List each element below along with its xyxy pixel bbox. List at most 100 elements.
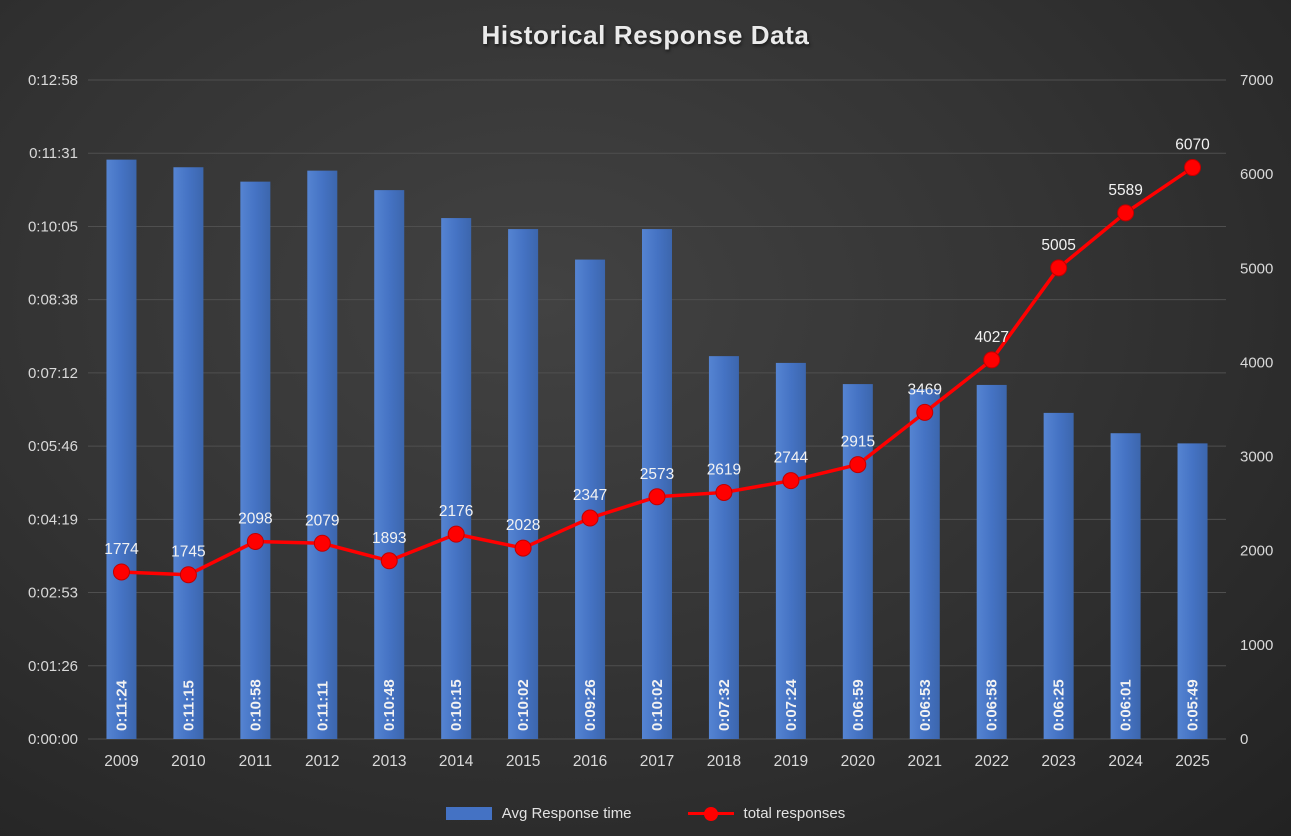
legend-line-series-label: total responses — [743, 805, 846, 822]
bar-value-label: 0:07:24 — [783, 679, 800, 731]
bar-value-label: 0:06:01 — [1118, 679, 1135, 731]
right-axis-tick-label: 3000 — [1240, 449, 1273, 466]
left-axis-tick-label: 0:02:53 — [28, 585, 78, 602]
point-value-label: 1893 — [372, 530, 406, 547]
bar — [909, 389, 940, 739]
bar — [575, 259, 606, 739]
point-value-label: 2915 — [841, 434, 875, 451]
bar-value-label: 0:11:11 — [314, 681, 331, 731]
line-marker — [581, 509, 599, 527]
right-axis-tick-label: 6000 — [1240, 166, 1273, 183]
chart-title: Historical Response Data — [481, 20, 810, 50]
bar-value-label: 0:10:15 — [448, 679, 465, 731]
line-marker — [514, 539, 532, 557]
left-axis-tick-label: 0:05:46 — [28, 438, 78, 455]
legend-bar-series-label: Avg Response time — [501, 805, 632, 822]
bar-value-label: 0:10:48 — [381, 679, 398, 731]
point-value-label: 2028 — [506, 517, 540, 534]
left-axis-tick-label: 0:00:00 — [28, 731, 78, 748]
line-series-swatch — [687, 806, 734, 821]
point-value-label: 2176 — [439, 503, 473, 520]
point-value-label: 2098 — [238, 510, 272, 527]
point-value-label: 1774 — [104, 541, 139, 558]
bar-value-label: 0:06:25 — [1051, 679, 1068, 731]
line-marker — [1184, 159, 1202, 177]
bar — [708, 356, 739, 739]
point-value-label: 2573 — [640, 466, 674, 483]
bar — [976, 384, 1007, 739]
bar-value-label: 0:07:32 — [716, 679, 733, 731]
x-axis-label: 2016 — [573, 753, 607, 770]
left-axis-tick-label: 0:11:31 — [29, 145, 78, 162]
left-axis-tick-label: 0:01:26 — [28, 658, 78, 675]
bar — [374, 190, 405, 740]
point-value-label: 1745 — [171, 544, 205, 561]
x-axis-label: 2013 — [372, 753, 406, 770]
line-marker — [380, 552, 398, 570]
line-marker — [1050, 259, 1068, 277]
bar — [775, 362, 806, 739]
right-axis-tick-label: 4000 — [1240, 354, 1273, 371]
right-axis-tick-label: 7000 — [1240, 72, 1273, 89]
line-marker — [313, 534, 331, 552]
line-marker — [782, 472, 800, 490]
bar-value-label: 0:11:15 — [180, 680, 197, 731]
point-value-label: 2619 — [707, 461, 741, 478]
line-swatch-marker-icon — [703, 806, 718, 821]
bar — [642, 229, 672, 739]
left-axis-tick-label: 0:08:38 — [28, 292, 78, 309]
x-axis-label: 2011 — [239, 753, 272, 770]
legend-item-bar-series: Avg Response time — [445, 805, 632, 822]
x-axis-label: 2010 — [171, 753, 206, 770]
point-value-label: 3469 — [908, 381, 942, 398]
line-marker — [246, 532, 264, 550]
left-axis-tick-label: 0:10:05 — [28, 218, 78, 235]
point-value-label: 4027 — [974, 329, 1008, 346]
x-axis-label: 2014 — [439, 753, 474, 770]
line-marker — [447, 525, 465, 543]
x-axis-label: 2020 — [841, 753, 876, 770]
line-marker — [983, 351, 1001, 369]
right-axis-tick-label: 0 — [1240, 731, 1248, 748]
bar — [240, 181, 271, 739]
x-axis-label: 2012 — [305, 753, 339, 770]
line-marker — [916, 403, 934, 421]
point-value-label: 5005 — [1041, 237, 1075, 254]
line-marker — [112, 563, 130, 581]
line-series — [112, 159, 1202, 584]
bar — [1110, 433, 1141, 739]
bar — [441, 218, 472, 740]
x-axis-label: 2019 — [774, 753, 808, 770]
bar-series — [106, 159, 1208, 740]
right-axis-tick-label: 2000 — [1240, 543, 1273, 560]
line-marker — [648, 488, 666, 506]
bar — [307, 170, 338, 740]
right-axis-tick-label: 5000 — [1240, 260, 1273, 277]
bar-value-label: 0:09:26 — [582, 679, 599, 731]
point-value-label: 5589 — [1108, 182, 1142, 199]
line-marker — [1117, 204, 1135, 222]
axis-labels: 0:00:00 0:01:26 0:02:53 0:04:19 0:05:46 0:07:… — [28, 72, 1273, 770]
x-axis-label: 2017 — [640, 753, 674, 770]
x-axis-label: 2018 — [707, 753, 741, 770]
plot-area: 0:11:24 0:11:15 0:10:58 0:11:11 0:10:48 0:10:… — [28, 72, 1273, 770]
bar-value-label: 0:06:59 — [850, 679, 867, 731]
bar — [1177, 443, 1208, 739]
x-axis-label: 2024 — [1108, 753, 1143, 770]
x-axis-label: 2021 — [908, 753, 942, 770]
data-labels: 0:11:24 0:11:15 0:10:58 0:11:11 0:10:48 0:10:… — [104, 137, 1210, 731]
x-axis-label: 2025 — [1175, 753, 1209, 770]
point-value-label: 2079 — [305, 512, 339, 529]
legend: Avg Response time total responses — [0, 805, 1291, 822]
bar-value-label: 0:06:58 — [984, 679, 1001, 731]
point-value-label: 2744 — [774, 450, 809, 467]
bar-value-label: 0:10:02 — [515, 679, 532, 731]
bar — [106, 159, 137, 740]
x-axis-label: 2022 — [974, 753, 1008, 770]
bar-series-swatch — [445, 807, 492, 820]
line-marker — [179, 566, 197, 584]
point-value-label: 2347 — [573, 487, 607, 504]
x-axis-label: 2023 — [1041, 753, 1075, 770]
x-axis-label: 2009 — [104, 753, 138, 770]
